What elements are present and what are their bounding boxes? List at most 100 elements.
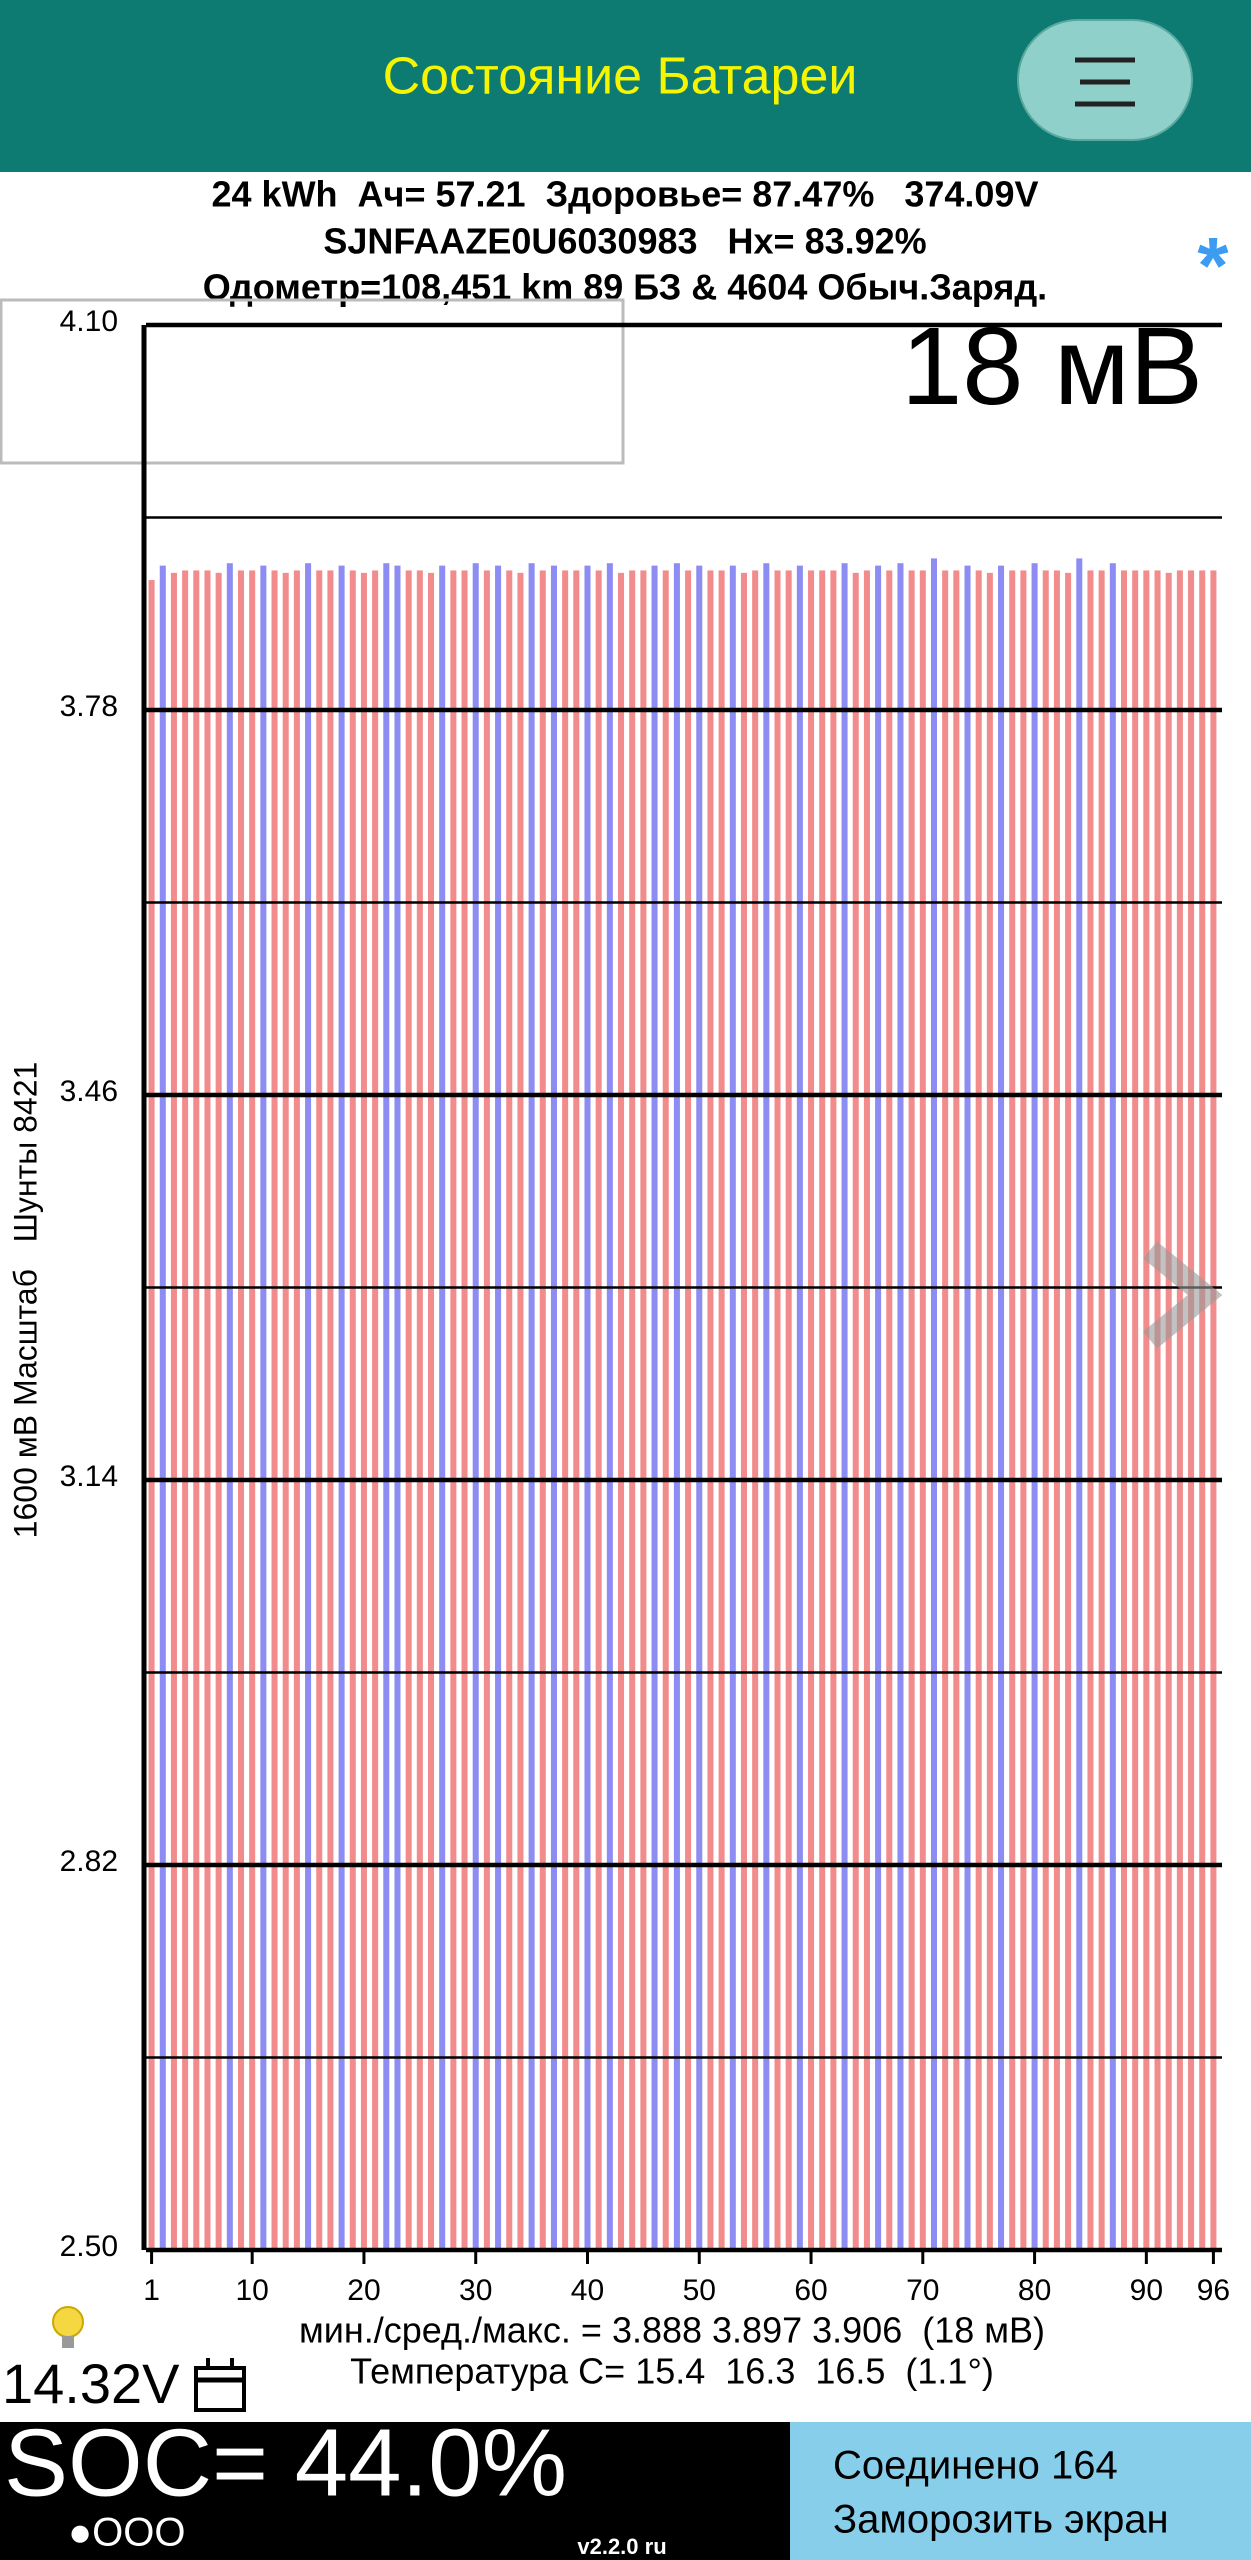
- bar: [729, 565, 736, 2250]
- bar: [696, 565, 703, 2250]
- next-arrow[interactable]: [1143, 1241, 1223, 1349]
- bar: [942, 570, 949, 2250]
- bar: [405, 570, 412, 2250]
- bar: [953, 570, 960, 2250]
- bar: [1210, 570, 1217, 2250]
- connection-marker[interactable]: *: [1197, 221, 1229, 310]
- bar: [305, 563, 312, 2250]
- bar: [439, 565, 446, 2250]
- page-dots[interactable]: ●OOO: [68, 2511, 186, 2555]
- bulb-icon[interactable]: [52, 2306, 84, 2348]
- bar: [1132, 570, 1139, 2250]
- bar: [1031, 563, 1038, 2250]
- bar: [707, 570, 714, 2250]
- x-tick-label: 10: [235, 2274, 268, 2307]
- bar: [785, 570, 792, 2250]
- bar: [584, 565, 591, 2250]
- bar: [998, 565, 1005, 2250]
- soc: SOC= 44.0%: [4, 2409, 567, 2516]
- y-tick-label: 2.82: [60, 1845, 118, 1878]
- bar: [327, 570, 334, 2250]
- bar: [1109, 563, 1116, 2250]
- bar: [539, 570, 546, 2250]
- x-tick-label: 20: [347, 2274, 380, 2307]
- min-avg-max: мин./сред./макс. = 3.888 3.897 3.906 (18…: [299, 2310, 1045, 2351]
- bar: [1143, 570, 1150, 2250]
- bar: [964, 565, 971, 2250]
- x-tick-label: 50: [683, 2274, 716, 2307]
- bar: [204, 570, 211, 2250]
- bar: [193, 570, 200, 2250]
- bulb: [52, 2306, 84, 2338]
- bar: [774, 570, 781, 2250]
- bar: [819, 570, 826, 2250]
- bar: [416, 570, 423, 2250]
- bar: [629, 570, 636, 2250]
- bar: [1120, 570, 1128, 2250]
- bar: [852, 572, 859, 2250]
- menu-button[interactable]: [1017, 19, 1193, 141]
- bar: [495, 565, 502, 2250]
- bar: [394, 565, 401, 2250]
- bar: [450, 570, 457, 2250]
- bar: [372, 570, 379, 2250]
- x-tick-label: 30: [459, 2274, 492, 2307]
- freeze-button[interactable]: Заморозить экран: [833, 2498, 1169, 2542]
- footer-left: [0, 2422, 790, 2560]
- bar: [763, 563, 770, 2250]
- bar: [975, 570, 982, 2250]
- bar: [1154, 570, 1161, 2250]
- version: v2.2.0 ru: [577, 2534, 666, 2559]
- header-title: Состояние Батареи: [383, 48, 858, 106]
- bar: [1087, 570, 1094, 2250]
- bar: [1009, 570, 1016, 2250]
- temperature: Температура C= 15.4 16.3 16.5 (1.1°): [350, 2351, 994, 2392]
- x-tick-label: 60: [794, 2274, 827, 2307]
- calendar-body: [194, 2366, 246, 2412]
- bar: [148, 580, 155, 2250]
- bar: [1076, 558, 1083, 2250]
- overlay-box: [0, 298, 625, 465]
- bar: [293, 570, 300, 2250]
- bar: [271, 570, 278, 2250]
- bar: [875, 565, 882, 2250]
- bar: [986, 572, 993, 2250]
- y-tick-label: 3.14: [60, 1460, 118, 1493]
- bar: [863, 570, 870, 2250]
- bar: [226, 563, 233, 2250]
- bar: [483, 570, 490, 2250]
- bar: [886, 570, 893, 2250]
- calendar-icon[interactable]: [194, 2358, 246, 2412]
- y-tick-label: 4.10: [60, 305, 118, 338]
- bar: [550, 565, 557, 2250]
- info-line: SJNFAAZE0U6030983 Hx= 83.92%: [323, 221, 926, 262]
- x-tick-label: 96: [1197, 2274, 1230, 2307]
- bar: [1098, 570, 1105, 2250]
- bar: [528, 563, 535, 2250]
- y-tick-label: 3.46: [60, 1075, 118, 1108]
- bar: [606, 563, 613, 2250]
- bar: [1042, 570, 1049, 2250]
- bar: [897, 563, 904, 2250]
- y-tick-label: 3.78: [60, 690, 118, 723]
- bar: [618, 572, 625, 2250]
- overlay-label: 18 мВ: [901, 305, 1203, 428]
- bar: [930, 558, 938, 2250]
- bar: [338, 565, 345, 2250]
- bar: [282, 572, 289, 2250]
- bar: [573, 570, 580, 2250]
- connected: Соединено 164: [833, 2444, 1118, 2488]
- bar: [662, 570, 669, 2250]
- bar: [673, 563, 680, 2250]
- x-tick-label: 80: [1018, 2274, 1051, 2307]
- info-line: 24 kWh Ач= 57.21 Здоровье= 87.47% 374.09…: [212, 174, 1039, 215]
- bar: [1053, 570, 1060, 2250]
- footer-right[interactable]: [790, 2422, 1251, 2560]
- bar: [595, 570, 602, 2250]
- bar: [651, 565, 658, 2250]
- bar: [360, 572, 367, 2250]
- x-tick-label: 1: [143, 2274, 160, 2307]
- bar: [427, 572, 435, 2250]
- bar: [718, 570, 725, 2250]
- bar: [1199, 570, 1206, 2250]
